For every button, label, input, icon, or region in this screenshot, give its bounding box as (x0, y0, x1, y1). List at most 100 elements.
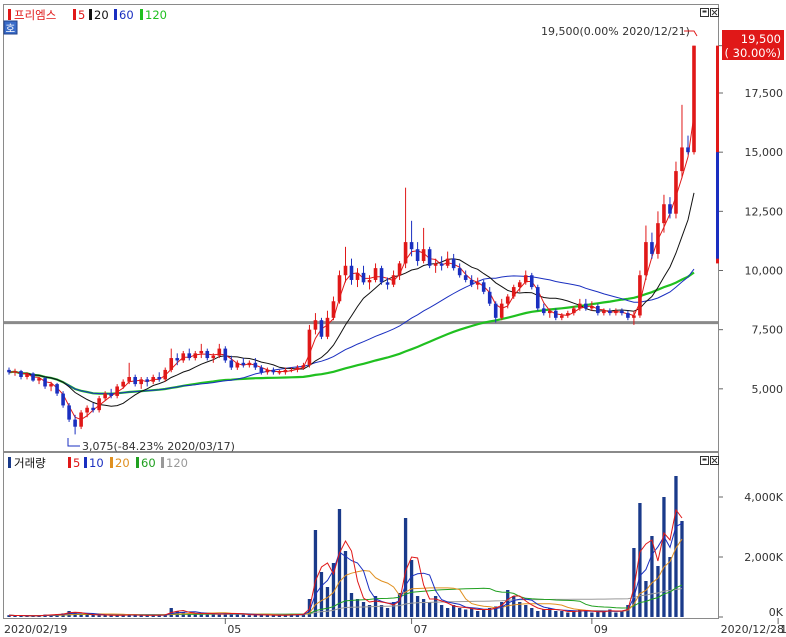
candle-body (13, 371, 17, 373)
volume-bar (205, 613, 209, 617)
last-price: 19,500 (741, 32, 781, 46)
legend-swatch-volume (8, 457, 11, 468)
volume-bar (127, 614, 131, 617)
legend-swatch-ma120 (140, 9, 143, 20)
candle-body (644, 242, 648, 276)
candle-body (367, 279, 372, 283)
volume-bar (674, 476, 678, 617)
volume-bar (337, 509, 342, 617)
volume-bar (217, 614, 221, 617)
volume-bar (512, 596, 516, 617)
volume-bar (530, 608, 534, 617)
candle-body (403, 242, 408, 264)
volume-pane-maximize-button[interactable] (700, 456, 709, 465)
candle-body (469, 279, 474, 285)
volume-bar (427, 602, 432, 617)
volume-bar (638, 503, 642, 617)
volume-bar (379, 605, 384, 617)
maximize-icon-bar (702, 458, 707, 461)
legend-ma120: 120 (145, 8, 167, 22)
date-axis: 2020/02/19 05 07 09 112020/12/28 (4, 618, 786, 636)
last-price-bg (722, 30, 784, 60)
candle-body (223, 348, 228, 361)
volume-bar (482, 609, 486, 617)
candle-body (686, 147, 690, 153)
volume-bar (325, 587, 330, 617)
volume-bar (361, 602, 366, 617)
volume-bar (343, 551, 348, 617)
candle-body (133, 377, 137, 385)
candle-body (499, 303, 504, 318)
quote-button-box[interactable] (3, 20, 18, 35)
volume-bar (277, 615, 282, 617)
candle-body (271, 369, 276, 373)
candle-body (145, 379, 150, 382)
candle-body (445, 258, 450, 266)
candle-body (109, 393, 113, 396)
price-pane-close-button[interactable] (710, 8, 719, 17)
legend-vma120: 120 (166, 456, 188, 470)
candle-body (584, 303, 588, 309)
candle-body (572, 308, 576, 314)
price-tick-label: 10,000 (745, 265, 784, 278)
candle-body (596, 306, 600, 314)
volume-bar (470, 608, 474, 617)
legend-ma20: 20 (94, 8, 109, 22)
quote-button[interactable]: 호 (3, 20, 18, 35)
volume-bar (97, 615, 101, 617)
volume-bar (572, 611, 576, 617)
candle-body (560, 315, 564, 318)
candle-body (67, 405, 71, 420)
price-title: 프리엠스 (14, 8, 56, 22)
volume-bar (259, 614, 264, 617)
volume-bar (433, 596, 438, 617)
volume-bar (602, 611, 606, 617)
legend-vma10: 10 (89, 456, 104, 470)
volume-bar (488, 608, 492, 617)
candle-body (427, 249, 432, 266)
candle-body (61, 393, 65, 406)
volume-bar (103, 614, 107, 617)
volume-bar (199, 612, 203, 617)
volume-bar (151, 614, 155, 617)
volume-bar (253, 614, 258, 617)
legend-swatch-vma20 (110, 457, 113, 468)
candle-body (295, 367, 300, 370)
volume-bar (193, 614, 197, 617)
volume-bar (464, 609, 468, 617)
candle-body (241, 362, 246, 366)
volume-bar (391, 602, 396, 617)
legend-swatch-ma5 (73, 9, 76, 20)
candle-body (115, 386, 119, 396)
volume-bar (578, 609, 582, 617)
volume-bar (145, 615, 149, 617)
candle-body (547, 310, 552, 314)
candle-body (139, 379, 143, 385)
volume-bar (163, 614, 167, 617)
candle-body (535, 287, 540, 309)
candle-body (578, 303, 582, 309)
volume-bar (458, 608, 462, 617)
volume-pane-close-button[interactable] (710, 456, 719, 465)
legend-swatch-price (8, 9, 11, 20)
volume-bar (85, 614, 89, 617)
price-pane-maximize-button[interactable] (700, 8, 709, 17)
candle-body (181, 353, 186, 361)
candle-body (608, 310, 612, 314)
close-icon-cross (711, 9, 718, 16)
volume-bar (566, 612, 570, 617)
candle-body (307, 329, 312, 366)
candle-body (103, 393, 107, 399)
volume-tick-label: 2,000K (744, 551, 783, 564)
volume-bar (680, 521, 684, 617)
candle-body (283, 369, 288, 373)
legend-swatch-ma20 (89, 9, 92, 20)
price-ma120-line (8, 271, 695, 395)
volume-bar (656, 566, 660, 617)
volume-bar (596, 611, 600, 617)
candle-body (277, 372, 282, 374)
volume-bar (355, 599, 360, 617)
date-tick-label: 09 (594, 623, 608, 636)
candle-body (451, 258, 456, 269)
